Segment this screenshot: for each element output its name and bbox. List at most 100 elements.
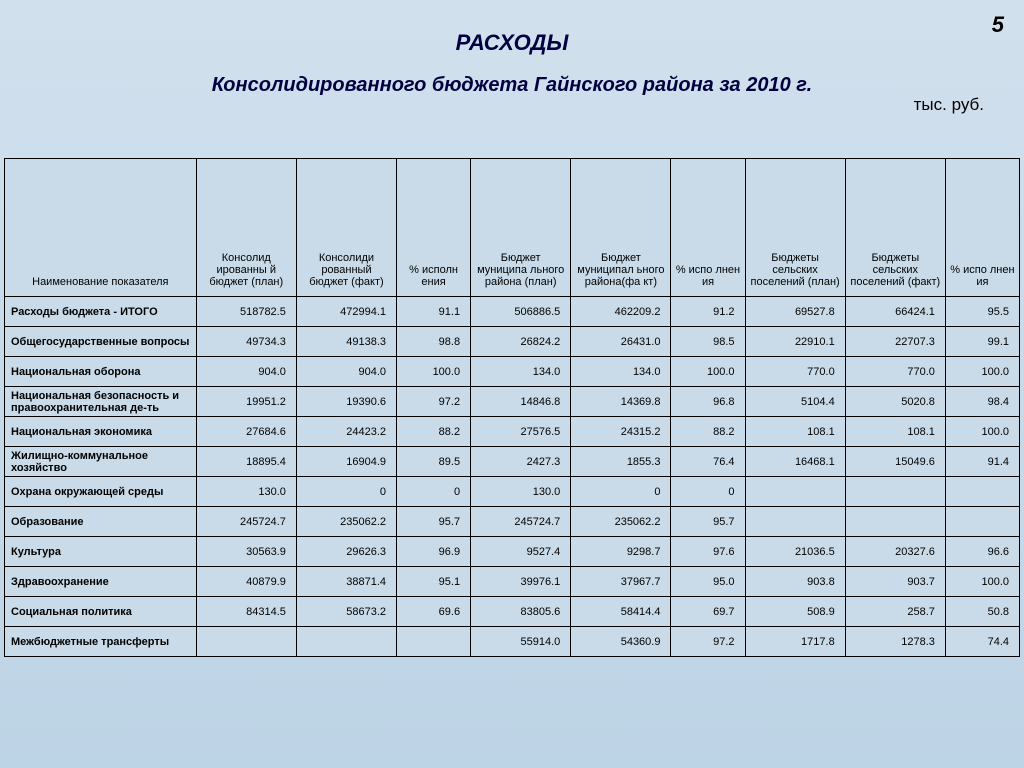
col-header-c9: % испо лнен ия	[945, 159, 1019, 297]
cell-c5: 24315.2	[571, 417, 671, 447]
cell-c1: 19951.2	[196, 387, 296, 417]
cell-c6: 69.7	[671, 597, 745, 627]
header-row: Наименование показателяКонсолид ированны…	[5, 159, 1020, 297]
cell-c5: 1855.3	[571, 447, 671, 477]
cell-c8: 258.7	[845, 597, 945, 627]
cell-c8: 22707.3	[845, 327, 945, 357]
table-row: Межбюджетные трансферты55914.054360.997.…	[5, 627, 1020, 657]
cell-c4: 14846.8	[471, 387, 571, 417]
cell-c5: 58414.4	[571, 597, 671, 627]
cell-c7	[745, 477, 845, 507]
cell-c9: 100.0	[945, 357, 1019, 387]
cell-c1: 30563.9	[196, 537, 296, 567]
cell-c4: 27576.5	[471, 417, 571, 447]
row-label: Общегосударственные вопросы	[5, 327, 197, 357]
cell-c6: 91.2	[671, 297, 745, 327]
row-label: Национальная оборона	[5, 357, 197, 387]
cell-c2: 0	[296, 477, 396, 507]
col-header-label: Наименование показателя	[5, 159, 197, 297]
cell-c9: 99.1	[945, 327, 1019, 357]
cell-c9: 50.8	[945, 597, 1019, 627]
cell-c3: 91.1	[397, 297, 471, 327]
cell-c6: 95.7	[671, 507, 745, 537]
cell-c1: 130.0	[196, 477, 296, 507]
cell-c8: 108.1	[845, 417, 945, 447]
cell-c9: 91.4	[945, 447, 1019, 477]
cell-c3: 95.7	[397, 507, 471, 537]
cell-c8: 1278.3	[845, 627, 945, 657]
cell-c4: 9527.4	[471, 537, 571, 567]
cell-c2: 38871.4	[296, 567, 396, 597]
cell-c3: 96.9	[397, 537, 471, 567]
row-label: Культура	[5, 537, 197, 567]
cell-c4: 245724.7	[471, 507, 571, 537]
row-label: Межбюджетные трансферты	[5, 627, 197, 657]
table-row: Здравоохранение40879.938871.495.139976.1…	[5, 567, 1020, 597]
row-label: Охрана окружающей среды	[5, 477, 197, 507]
col-header-c8: Бюджеты сельских поселений (факт)	[845, 159, 945, 297]
row-label: Национальная экономика	[5, 417, 197, 447]
cell-c7: 5104.4	[745, 387, 845, 417]
cell-c4: 130.0	[471, 477, 571, 507]
cell-c5: 37967.7	[571, 567, 671, 597]
cell-c4: 2427.3	[471, 447, 571, 477]
cell-c5: 0	[571, 477, 671, 507]
cell-c2: 472994.1	[296, 297, 396, 327]
cell-c2: 19390.6	[296, 387, 396, 417]
page-number: 5	[992, 12, 1004, 38]
cell-c6: 76.4	[671, 447, 745, 477]
cell-c7: 903.8	[745, 567, 845, 597]
cell-c7	[745, 507, 845, 537]
cell-c4: 39976.1	[471, 567, 571, 597]
table-row: Жилищно-коммунальное хозяйство18895.4169…	[5, 447, 1020, 477]
cell-c3: 69.6	[397, 597, 471, 627]
table-row: Национальная оборона904.0904.0100.0134.0…	[5, 357, 1020, 387]
table-row: Образование245724.7235062.295.7245724.72…	[5, 507, 1020, 537]
cell-c9	[945, 477, 1019, 507]
cell-c5: 54360.9	[571, 627, 671, 657]
cell-c2: 58673.2	[296, 597, 396, 627]
cell-c9: 74.4	[945, 627, 1019, 657]
cell-c6: 95.0	[671, 567, 745, 597]
cell-c4: 506886.5	[471, 297, 571, 327]
cell-c7: 770.0	[745, 357, 845, 387]
table-head: Наименование показателяКонсолид ированны…	[5, 159, 1020, 297]
title-block: РАСХОДЫ Консолидированного бюджета Гайнс…	[0, 0, 1024, 97]
cell-c7: 108.1	[745, 417, 845, 447]
cell-c6: 0	[671, 477, 745, 507]
cell-c7: 69527.8	[745, 297, 845, 327]
row-label: Расходы бюджета - ИТОГО	[5, 297, 197, 327]
col-header-c2: Консолиди рованный бюджет (факт)	[296, 159, 396, 297]
cell-c1: 904.0	[196, 357, 296, 387]
row-label: Жилищно-коммунальное хозяйство	[5, 447, 197, 477]
table-row: Национальная безопасность и правоохранит…	[5, 387, 1020, 417]
cell-c4: 134.0	[471, 357, 571, 387]
cell-c6: 88.2	[671, 417, 745, 447]
cell-c3: 98.8	[397, 327, 471, 357]
cell-c1: 27684.6	[196, 417, 296, 447]
cell-c2: 49138.3	[296, 327, 396, 357]
cell-c1: 49734.3	[196, 327, 296, 357]
table-row: Социальная политика84314.558673.269.6838…	[5, 597, 1020, 627]
title-main: РАСХОДЫ	[0, 30, 1024, 56]
col-header-c6: % испо лнен ия	[671, 159, 745, 297]
page: 5 РАСХОДЫ Консолидированного бюджета Гай…	[0, 0, 1024, 768]
cell-c9	[945, 507, 1019, 537]
cell-c3: 97.2	[397, 387, 471, 417]
cell-c3: 88.2	[397, 417, 471, 447]
units-label: тыс. руб.	[914, 95, 984, 115]
cell-c6: 97.6	[671, 537, 745, 567]
col-header-c5: Бюджет муниципал ьного района(фа кт)	[571, 159, 671, 297]
row-label: Здравоохранение	[5, 567, 197, 597]
cell-c9: 100.0	[945, 567, 1019, 597]
cell-c7: 22910.1	[745, 327, 845, 357]
cell-c2: 16904.9	[296, 447, 396, 477]
cell-c8	[845, 507, 945, 537]
cell-c8: 66424.1	[845, 297, 945, 327]
cell-c3: 89.5	[397, 447, 471, 477]
budget-table: Наименование показателяКонсолид ированны…	[4, 158, 1020, 657]
cell-c2: 904.0	[296, 357, 396, 387]
cell-c5: 26431.0	[571, 327, 671, 357]
cell-c1	[196, 627, 296, 657]
cell-c6: 97.2	[671, 627, 745, 657]
